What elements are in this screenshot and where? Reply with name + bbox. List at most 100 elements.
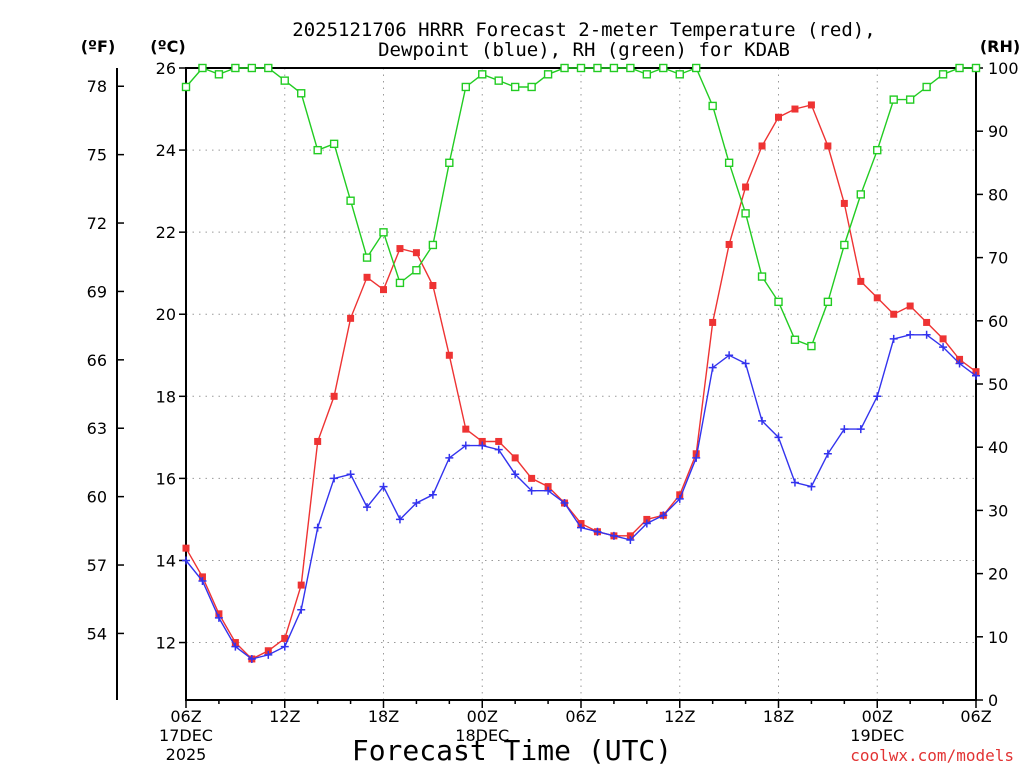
dewpoint-point: [774, 433, 783, 442]
rh-point: [873, 145, 882, 155]
rh-tick-label: 30: [988, 501, 1008, 520]
rh-point: [560, 63, 569, 73]
dewpoint-point: [939, 343, 948, 352]
dewpoint-point: [428, 490, 437, 499]
temperature-point: [429, 282, 437, 290]
rh-tick-label: 60: [988, 312, 1008, 331]
rh-point: [297, 89, 306, 98]
temperature-point: [956, 355, 964, 363]
x-tick-label: 00Z: [467, 707, 498, 726]
rh-point: [362, 253, 372, 262]
rh-tick-label: 10: [988, 628, 1008, 647]
dewpoint-point: [379, 482, 388, 491]
dewpoint-point: [642, 519, 651, 528]
rh-point: [609, 63, 619, 73]
rh-point: [692, 63, 701, 73]
dewpoint-point: [922, 330, 931, 339]
temperature-point: [758, 142, 766, 150]
rh-point: [412, 266, 421, 275]
dewpoint-point: [445, 453, 454, 462]
dewpoint-point: [840, 425, 849, 434]
rh-point: [922, 82, 931, 92]
fahrenheit-axis-label: (ºF): [81, 37, 116, 56]
fahrenheit-tick-label: 75: [87, 146, 107, 165]
rh-point: [461, 82, 470, 92]
temperature-point: [840, 199, 848, 207]
x-tick-label: 06Z: [565, 707, 596, 726]
temperature-point: [676, 491, 684, 499]
fahrenheit-tick-label: 69: [87, 282, 107, 301]
rh-point: [955, 63, 964, 73]
temperature-point: [297, 581, 305, 589]
rh-point: [823, 297, 833, 307]
rh-axis-label: (RH): [980, 37, 1020, 56]
rh-point: [724, 158, 734, 168]
watermark: coolwx.com/models: [850, 746, 1014, 765]
celsius-tick-label: 14: [156, 551, 176, 570]
celsius-tick-label: 20: [156, 305, 176, 324]
temperature-point: [824, 142, 832, 150]
dewpoint-point: [708, 363, 717, 372]
temperature-point: [544, 483, 552, 491]
x-tick-label: 12Z: [269, 707, 300, 726]
rh-point: [576, 63, 586, 73]
dewpoint-point: [297, 605, 306, 614]
rh-point: [510, 82, 520, 92]
dewpoint-point: [527, 486, 536, 495]
chart-title-line-2: Dewpoint (blue), RH (green) for KDAB: [378, 39, 790, 61]
rh-tick-label: 50: [988, 375, 1008, 394]
rh-point: [264, 63, 273, 73]
dewpoint-point: [264, 650, 273, 659]
temperature-point: [775, 113, 782, 121]
rh-point: [708, 101, 717, 111]
temperature-point: [725, 240, 733, 248]
dewpoint-point: [889, 334, 898, 343]
rh-tick-label: 80: [988, 185, 1008, 204]
dewpoint-point: [560, 499, 569, 508]
rh-point: [494, 76, 503, 85]
dewpoint-point: [955, 359, 964, 368]
temperature-point: [873, 294, 881, 302]
dewpoint-point: [577, 523, 585, 532]
rh-point: [379, 228, 388, 237]
x-year-label: 2025: [166, 745, 207, 764]
rh-point: [757, 272, 767, 281]
dewpoint-point: [346, 470, 355, 479]
dewpoint-point: [873, 392, 882, 401]
rh-point: [214, 70, 224, 79]
x-tick-label: 06Z: [960, 707, 991, 726]
temperature-point: [857, 277, 865, 285]
rh-point: [626, 63, 635, 73]
temperature-point: [923, 318, 931, 326]
x-date-label: 18DEC: [455, 726, 509, 745]
x-date-label: 17DEC: [159, 726, 213, 745]
temperature-point: [478, 437, 486, 445]
rh-tick-label: 90: [988, 122, 1008, 141]
dewpoint-point: [609, 531, 618, 540]
temperature-point: [198, 573, 206, 581]
celsius-tick-label: 24: [156, 141, 176, 160]
temperature-point: [396, 245, 404, 253]
dewpoint-point: [972, 371, 980, 380]
dewpoint-point: [231, 642, 240, 651]
dewpoint-point: [214, 613, 223, 622]
celsius-tick-label: 12: [156, 634, 176, 653]
fahrenheit-tick-label: 54: [87, 624, 107, 643]
rh-point: [198, 63, 207, 73]
rh-point: [840, 240, 849, 250]
x-axis-title: Forecast Time (UTC): [352, 734, 672, 767]
dewpoint-point: [182, 556, 190, 565]
series-lines: [181, 63, 981, 663]
temperature-point: [495, 437, 503, 445]
temperature-point: [742, 183, 750, 191]
fahrenheit-tick-label: 60: [87, 488, 107, 507]
dewpoint-point: [511, 470, 520, 479]
rh-point: [527, 82, 536, 92]
rh-point: [807, 341, 816, 351]
dewpoint-point: [313, 523, 322, 532]
rh-point: [593, 63, 602, 73]
temperature-point: [626, 532, 634, 540]
rh-point: [346, 196, 355, 205]
